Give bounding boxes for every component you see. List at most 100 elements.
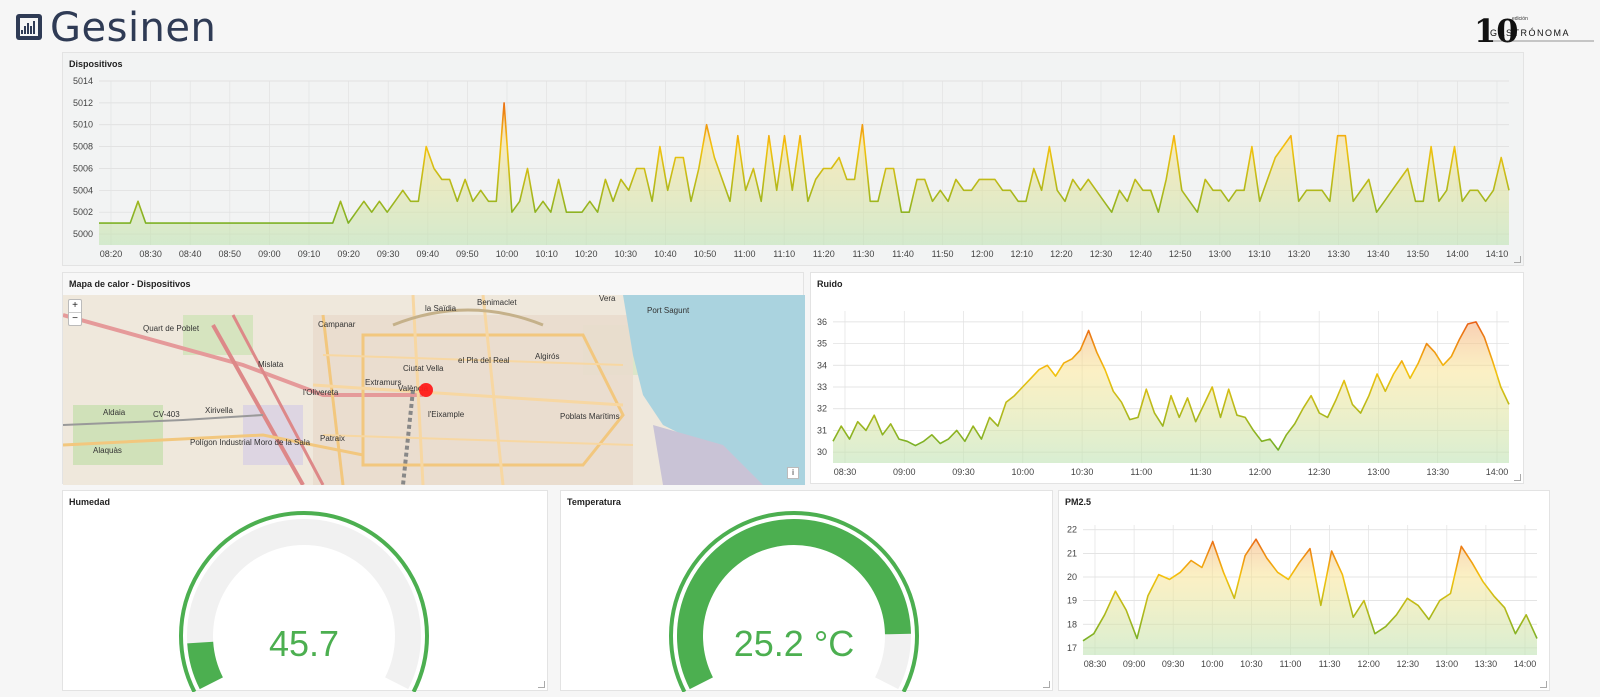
map-label: l'Eixample xyxy=(428,410,465,419)
resize-handle[interactable] xyxy=(1043,681,1050,688)
gauge-value: 45.7 xyxy=(269,623,339,664)
x-tick-label: 11:30 xyxy=(1190,467,1212,477)
pm25-panel: PM2.5 17 18 19 20 21 22 08:30 09:00 09:30 10:00 10… xyxy=(1058,490,1550,691)
y-tick-label: 5006 xyxy=(73,163,93,173)
x-tick-label: 13:00 xyxy=(1209,249,1232,259)
map-label: l'Olivereta xyxy=(303,388,339,397)
panel-title: Ruido xyxy=(817,279,843,289)
heat-map[interactable]: Benimaclet Vera la Saïdia Quart de Poblet Ca… xyxy=(63,295,805,485)
x-tick-label: 11:00 xyxy=(1280,659,1302,669)
partner-name: GASTRÓNOMA xyxy=(1490,28,1570,38)
resize-handle[interactable] xyxy=(538,681,545,688)
y-tick-label: 5014 xyxy=(73,76,93,86)
map-label: Quart de Poblet xyxy=(143,324,200,333)
x-tick-label: 11:50 xyxy=(932,249,954,259)
x-tick-label: 12:30 xyxy=(1308,467,1331,477)
y-tick-label: 18 xyxy=(1067,619,1077,629)
dispositivos-chart: 5000 5002 5004 5006 5008 5010 5012 5014 08:20 08:… xyxy=(73,76,1510,259)
panel-title: Temperatura xyxy=(567,497,621,507)
map-label: Mislata xyxy=(258,360,284,369)
x-tick-label: 10:30 xyxy=(1071,467,1094,477)
x-tick-label: 10:40 xyxy=(654,249,677,259)
x-tick-label: 13:30 xyxy=(1426,467,1449,477)
x-tick-label: 12:30 xyxy=(1090,249,1113,259)
x-tick-label: 13:30 xyxy=(1327,249,1350,259)
temperatura-panel: Temperatura 25.2 °C xyxy=(560,490,1053,692)
brand-name: Gesinen xyxy=(50,5,217,51)
gauge-track xyxy=(187,519,421,690)
y-tick-label: 36 xyxy=(817,317,827,327)
x-tick-label: 10:00 xyxy=(496,249,519,259)
x-tick-label: 14:00 xyxy=(1446,249,1469,259)
resize-handle[interactable] xyxy=(1514,474,1521,481)
ruido-chart: 30 31 32 33 34 35 36 08:30 09:00 09:30 10:00 10:30 1… xyxy=(817,311,1510,477)
map-label: Aldaia xyxy=(103,408,126,417)
x-tick-label: 11:00 xyxy=(734,249,756,259)
x-tick-label: 09:30 xyxy=(952,467,975,477)
gastronoma-logo: 10 edición GASTRÓNOMA xyxy=(1474,12,1594,50)
resize-handle[interactable] xyxy=(1514,256,1521,263)
x-tick-label: 10:50 xyxy=(694,249,717,259)
zoom-out-button[interactable]: − xyxy=(72,313,78,324)
gauge-fill xyxy=(187,641,224,690)
x-tick-label: 14:10 xyxy=(1486,249,1509,259)
map-label: Patraix xyxy=(320,434,345,443)
map-label: Extramurs xyxy=(365,378,401,387)
map-canvas: Benimaclet Vera la Saïdia Quart de Poblet Ca… xyxy=(63,295,805,485)
map-label: Port Sagunt xyxy=(647,306,690,315)
humedad-panel: Humedad 45.7 xyxy=(62,490,548,692)
panel-title: PM2.5 xyxy=(1065,497,1092,507)
series-line xyxy=(1082,538,1538,642)
x-tick-label: 08:20 xyxy=(100,249,123,259)
x-tick-label: 09:20 xyxy=(337,249,360,259)
brand-logo[interactable]: Gesinen xyxy=(14,8,216,48)
zoom-in-button[interactable]: + xyxy=(69,300,81,313)
x-tick-label: 14:00 xyxy=(1514,659,1537,669)
device-marker xyxy=(419,383,433,397)
x-tick-label: 12:00 xyxy=(1249,467,1272,477)
y-tick-label: 31 xyxy=(817,425,827,435)
y-tick-label: 32 xyxy=(817,404,827,414)
y-tick-label: 5012 xyxy=(73,98,93,108)
x-tick-label: 13:00 xyxy=(1436,659,1459,669)
map-label: Vera xyxy=(599,295,616,303)
x-tick-label: 12:00 xyxy=(971,249,994,259)
y-tick-label: 34 xyxy=(817,360,827,370)
x-tick-label: 11:40 xyxy=(892,249,914,259)
map-label: Polígon Industrial Moro de la Sala xyxy=(190,438,311,447)
gauge-value: 25.2 °C xyxy=(734,623,854,664)
x-tick-label: 08:30 xyxy=(1084,659,1107,669)
gauge-fill xyxy=(677,519,911,690)
x-tick-label: 09:00 xyxy=(258,249,281,259)
x-tick-label: 10:20 xyxy=(575,249,598,259)
map-label: València xyxy=(398,384,429,393)
y-tick-label: 17 xyxy=(1067,643,1077,653)
x-tick-label: 12:30 xyxy=(1396,659,1419,669)
temperatura-gauge: 25.2 °C xyxy=(669,511,919,692)
x-tick-label: 08:50 xyxy=(219,249,242,259)
map-label: Algirós xyxy=(535,352,559,361)
x-tick-label: 13:10 xyxy=(1248,249,1271,259)
x-tick-label: 09:30 xyxy=(1162,659,1185,669)
dispositivos-panel: Dispositivos 5000 5002 5004 5006 5008 5010 501… xyxy=(62,52,1524,266)
partner-small: edición xyxy=(1512,16,1528,22)
attribution-button[interactable]: i xyxy=(787,467,799,479)
x-tick-label: 10:30 xyxy=(1240,659,1263,669)
map-label: la Saïdia xyxy=(425,304,457,313)
map-label: Alaquàs xyxy=(93,446,122,455)
resize-handle[interactable] xyxy=(1540,681,1547,688)
x-tick-label: 09:50 xyxy=(456,249,479,259)
y-tick-label: 22 xyxy=(1067,525,1077,535)
gauge-threshold xyxy=(669,511,919,692)
y-tick-label: 20 xyxy=(1067,572,1077,582)
panel-title: Mapa de calor - Dispositivos xyxy=(69,279,191,289)
map-label: Xirivella xyxy=(205,406,234,415)
series-line xyxy=(832,321,1510,451)
x-tick-label: 13:40 xyxy=(1367,249,1390,259)
y-tick-label: 33 xyxy=(817,382,827,392)
x-tick-label: 11:30 xyxy=(852,249,874,259)
panel-title: Dispositivos xyxy=(69,59,123,69)
panel-title: Humedad xyxy=(69,497,111,507)
y-tick-label: 5004 xyxy=(73,185,93,195)
x-tick-label: 12:10 xyxy=(1011,249,1034,259)
